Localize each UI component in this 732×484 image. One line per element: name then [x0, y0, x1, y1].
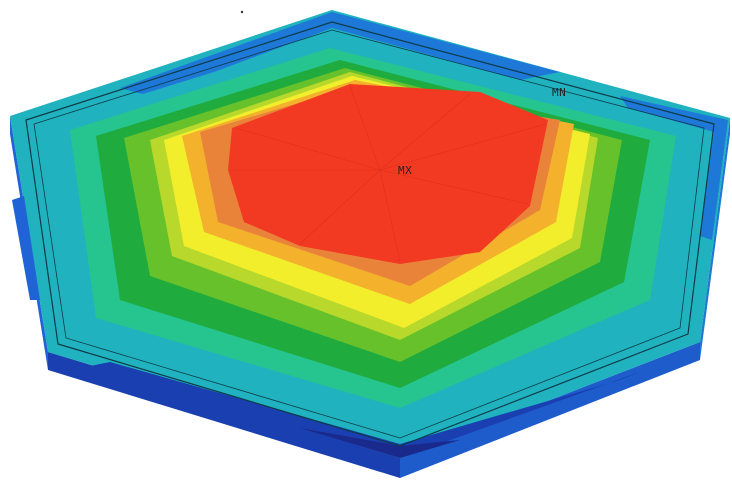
- rim-patch-bottom: [90, 362, 640, 458]
- rim-patch-left: [12, 196, 40, 300]
- slab-side-front-left: [48, 352, 400, 478]
- contour-band-9: [228, 84, 548, 264]
- node-marker: [240, 10, 244, 14]
- slab-side-front-right: [400, 342, 700, 478]
- slab-side-right: [700, 118, 730, 360]
- inner-border: [25, 21, 715, 447]
- rim-patch-bottom-deep: [300, 428, 460, 458]
- mesh-lines: [230, 85, 547, 263]
- inner-border-2: [33, 29, 705, 439]
- min-label: MN: [552, 86, 566, 99]
- max-label: MX: [398, 164, 412, 177]
